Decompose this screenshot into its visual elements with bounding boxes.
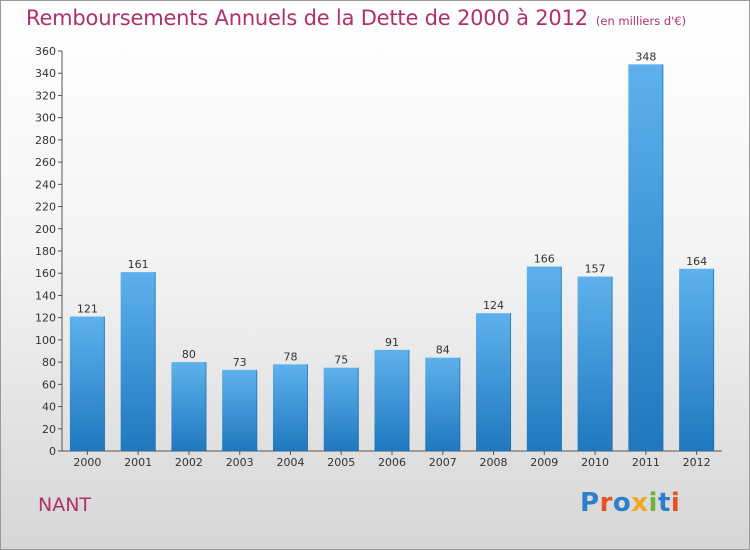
data-label: 75 <box>334 354 348 367</box>
logo-letter: o <box>612 488 632 518</box>
x-tick-label: 2009 <box>530 456 558 469</box>
x-tick-label: 2004 <box>276 456 304 469</box>
y-tick-label: 140 <box>35 289 56 302</box>
bar <box>679 268 715 451</box>
y-tick-label: 120 <box>35 312 56 325</box>
bar <box>272 364 308 451</box>
bar <box>425 357 461 451</box>
logo-letter: P <box>580 488 600 518</box>
logo-letter: r <box>599 488 613 518</box>
y-tick-label: 320 <box>35 89 56 102</box>
bar <box>222 369 258 451</box>
data-label: 121 <box>77 303 98 316</box>
y-tick-label: 40 <box>42 401 56 414</box>
y-tick-label: 80 <box>42 356 56 369</box>
y-tick-label: 260 <box>35 156 56 169</box>
y-tick-label: 340 <box>35 67 56 80</box>
logo-letter: i <box>648 488 658 518</box>
data-label: 91 <box>385 336 399 349</box>
y-tick-label: 160 <box>35 267 56 280</box>
x-tick-label: 2008 <box>480 456 508 469</box>
bars: 121 161 80 73 78 75 91 84 124 166 157 348 164 <box>69 50 715 451</box>
x-tick-label: 2010 <box>581 456 609 469</box>
y-tick-label: 360 <box>35 45 56 58</box>
y-tick-label: 200 <box>35 223 56 236</box>
logo-letter: x <box>631 488 649 518</box>
y-tick-label: 180 <box>35 245 56 258</box>
bar <box>476 313 512 451</box>
data-label: 157 <box>585 263 606 276</box>
logo-letter: i <box>670 488 681 518</box>
data-label: 348 <box>635 50 656 63</box>
bar <box>323 367 359 451</box>
y-tick-label: 20 <box>42 423 56 436</box>
bar <box>171 362 207 451</box>
x-tick-label: 2007 <box>429 456 457 469</box>
data-label: 124 <box>483 299 504 312</box>
y-tick-label: 60 <box>42 378 56 391</box>
data-label: 80 <box>182 348 196 361</box>
proxiti-logo: Proxiti <box>580 488 680 518</box>
x-tick-label: 2000 <box>73 456 101 469</box>
y-tick-label: 280 <box>35 134 56 147</box>
data-label: 161 <box>128 258 149 271</box>
x-tick-label: 2011 <box>632 456 660 469</box>
logo-letter: t <box>657 488 671 518</box>
data-label: 73 <box>233 356 247 369</box>
bar <box>120 272 156 451</box>
x-tick-label: 2002 <box>175 456 203 469</box>
bar <box>374 349 410 451</box>
chart-subtitle: (en milliers d'€) <box>595 14 687 28</box>
bar <box>577 276 613 451</box>
y-tick-label: 300 <box>35 112 56 125</box>
commune-name: NANT <box>38 494 92 516</box>
data-label: 78 <box>283 350 297 363</box>
x-tick-label: 2003 <box>226 456 254 469</box>
y-tick-label: 240 <box>35 178 56 191</box>
y-tick-label: 0 <box>49 445 56 458</box>
data-label: 84 <box>436 344 450 357</box>
bar <box>526 266 562 451</box>
bar <box>69 316 105 451</box>
x-tick-label: 2006 <box>378 456 406 469</box>
bar <box>628 64 664 451</box>
y-tick-label: 100 <box>35 334 56 347</box>
x-tick-label: 2001 <box>124 456 152 469</box>
chart-title-text: Remboursements Annuels de la Dette de 20… <box>26 6 588 30</box>
x-tick-label: 2012 <box>683 456 711 469</box>
x-tick-label: 2005 <box>327 456 355 469</box>
y-tick-label: 220 <box>35 201 56 214</box>
data-label: 166 <box>534 253 555 266</box>
chart-title: Remboursements Annuels de la Dette de 20… <box>26 6 686 30</box>
data-label: 164 <box>686 255 707 268</box>
